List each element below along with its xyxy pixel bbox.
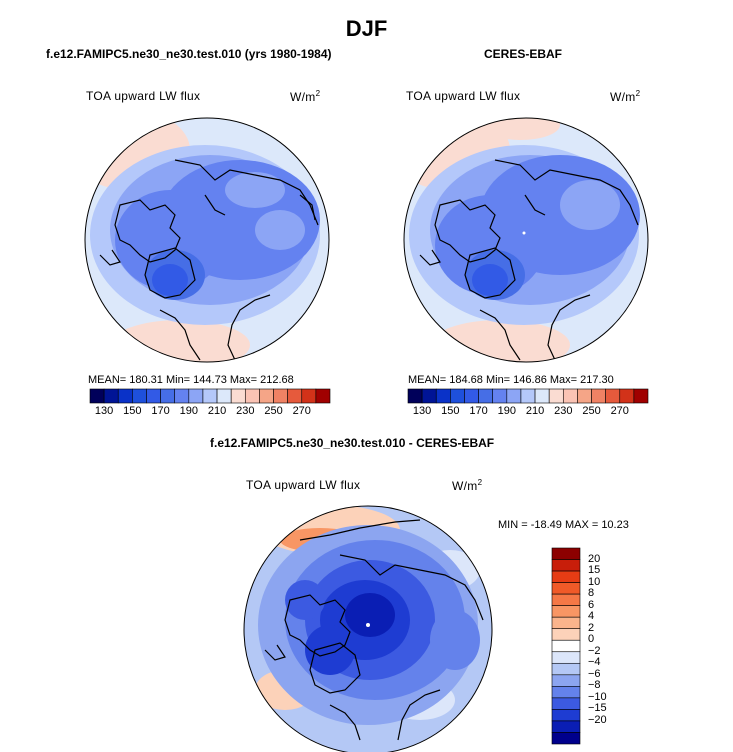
colorbar-swatch <box>551 616 581 630</box>
colorbar-tick-label: −6 <box>588 667 601 680</box>
colorbar-tick-label: −8 <box>588 679 601 692</box>
colorbar-swatch <box>548 388 564 404</box>
panel2-title: CERES-EBAF <box>484 47 563 61</box>
colorbar-tick-label: 2 <box>588 621 595 634</box>
colorbar-swatch <box>132 388 147 404</box>
panel2-units: W/m2 <box>610 89 641 104</box>
panel2-stats: MEAN= 184.68 Min= 146.86 Max= 217.30 <box>408 374 614 386</box>
colorbar-swatch <box>551 697 581 710</box>
colorbar-swatch <box>435 388 451 404</box>
colorbar-swatch <box>174 388 190 404</box>
colorbar-swatch <box>551 593 581 606</box>
colorbar-swatch <box>287 388 303 404</box>
colorbar-tick-label: 210 <box>207 405 227 417</box>
colorbar-tick-label: 150 <box>441 405 460 417</box>
colorbar-swatch <box>273 388 288 404</box>
colorbar-swatch <box>551 559 581 572</box>
colorbar-tick-label: 130 <box>94 405 114 417</box>
colorbar-tick-label: 8 <box>588 587 595 600</box>
colorbar-tick-label: −15 <box>588 702 607 715</box>
colorbar-tick-label: 230 <box>554 405 573 417</box>
colorbar-swatch <box>551 639 581 653</box>
colorbar-swatch <box>188 388 204 404</box>
panel1-title: f.e12.FAMIPC5.ne30_ne30.test.010 (yrs 19… <box>46 47 332 61</box>
colorbar-tick-label: −2 <box>588 644 601 657</box>
colorbar-tick-label: 250 <box>582 405 601 417</box>
panel3-stats: MIN = -18.49 MAX = 10.23 <box>498 519 629 531</box>
colorbar-swatch <box>551 674 581 687</box>
panel1-stats: MEAN= 180.31 Min= 144.73 Max= 212.68 <box>88 374 294 386</box>
colorbar-swatch <box>520 388 536 404</box>
panel3-units: W/m2 <box>452 478 483 493</box>
panel3-field-label: TOA upward LW flux <box>246 478 361 492</box>
colorbar-swatch <box>450 388 465 404</box>
colorbar-swatch <box>259 388 274 404</box>
colorbar-swatch <box>421 388 437 404</box>
colorbar-swatch <box>605 388 621 404</box>
colorbar-tick-label: 230 <box>236 405 255 417</box>
colorbar-swatch <box>202 388 218 404</box>
colorbar-tick-label: −20 <box>588 713 607 726</box>
panel1-units: W/m2 <box>290 89 321 104</box>
colorbar-tick-label: −4 <box>588 656 601 669</box>
panel2-colorbar <box>407 388 649 404</box>
colorbar-swatch <box>506 388 522 404</box>
colorbar-swatch <box>301 388 317 404</box>
colorbar-swatch <box>244 388 260 404</box>
colorbar-swatch <box>551 547 581 560</box>
colorbar-swatch <box>562 388 578 404</box>
colorbar-swatch <box>117 388 133 404</box>
panel1-colorbar <box>89 388 331 404</box>
colorbar-swatch <box>146 388 161 404</box>
colorbar-swatch <box>551 720 581 733</box>
panel3-title: f.e12.FAMIPC5.ne30_ne30.test.010 - CERES… <box>210 436 495 450</box>
colorbar-swatch <box>492 388 508 404</box>
colorbar-swatch <box>534 388 550 404</box>
colorbar-tick-label: 150 <box>123 405 142 417</box>
colorbar-tick-label: 15 <box>588 564 601 577</box>
colorbar-swatch <box>160 388 176 404</box>
colorbar-tick-label: 250 <box>264 405 283 417</box>
colorbar-swatch <box>464 388 479 404</box>
colorbar-swatch <box>551 605 581 618</box>
colorbar-swatch <box>551 582 581 595</box>
colorbar-swatch <box>577 388 592 404</box>
colorbar-swatch <box>551 570 581 583</box>
colorbar-swatch <box>216 388 232 404</box>
colorbar-swatch <box>478 388 494 404</box>
colorbar-tick-label: 190 <box>179 405 198 417</box>
colorbar-swatch <box>315 388 331 404</box>
colorbar-swatch <box>591 388 606 404</box>
figure-title: DJF <box>345 16 388 41</box>
colorbar-tick-label: 130 <box>412 405 432 417</box>
colorbar-swatch <box>633 388 649 404</box>
colorbar-swatch <box>103 388 119 404</box>
colorbar-tick-label: 270 <box>610 405 629 417</box>
colorbar-tick-label: 210 <box>525 405 545 417</box>
colorbar-swatch <box>551 662 581 676</box>
colorbar-swatch <box>551 709 581 722</box>
colorbar-tick-label: −10 <box>588 690 607 703</box>
colorbar-swatch <box>551 732 581 745</box>
colorbar-tick-label: 0 <box>588 633 595 646</box>
diff-colorbar <box>551 547 581 745</box>
colorbar-swatch <box>89 388 105 404</box>
colorbar-swatch <box>230 388 246 404</box>
colorbar-swatch <box>619 388 635 404</box>
colorbar-tick-label: 170 <box>469 405 488 417</box>
colorbar-tick-label: 270 <box>292 405 311 417</box>
colorbar-swatch <box>551 686 581 699</box>
colorbar-swatch <box>551 628 581 641</box>
colorbar-tick-label: 170 <box>151 405 170 417</box>
panel2-field-label: TOA upward LW flux <box>406 89 521 103</box>
colorbar-tick-label: 6 <box>588 598 595 611</box>
panel1-field-label: TOA upward LW flux <box>86 89 201 103</box>
colorbar-tick-label: 10 <box>588 575 601 588</box>
colorbar-tick-label: 20 <box>588 552 601 565</box>
colorbar-tick-label: 4 <box>588 610 595 623</box>
colorbar-swatch <box>551 651 581 664</box>
colorbar-tick-label: 190 <box>497 405 516 417</box>
colorbar-swatch <box>407 388 423 404</box>
